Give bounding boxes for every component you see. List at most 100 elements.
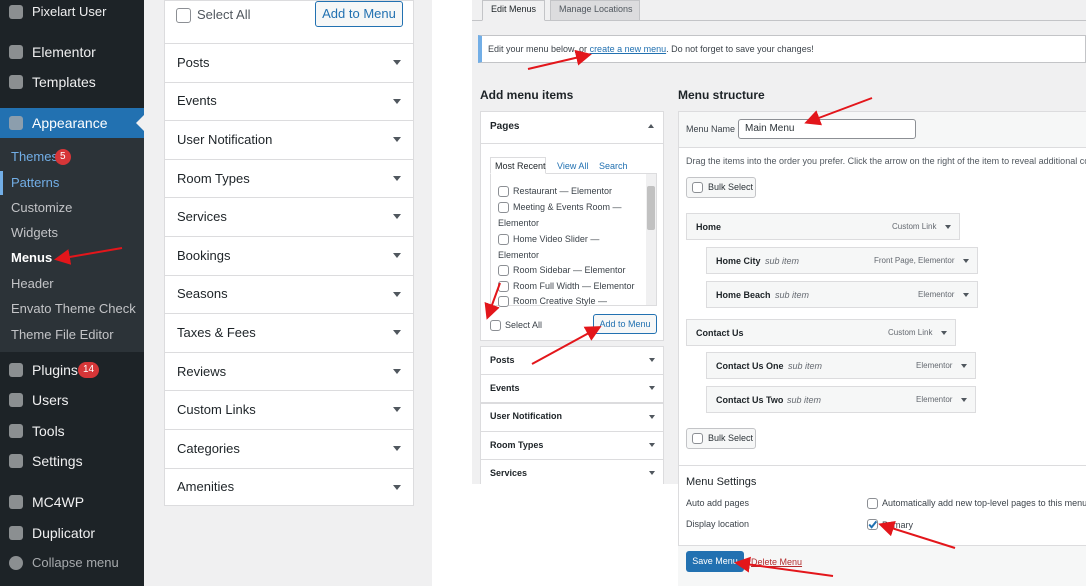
menu-icon xyxy=(9,495,23,509)
nav-tab[interactable] xyxy=(550,0,640,21)
submenu-item[interactable]: Theme File Editor xyxy=(11,327,114,343)
tab-panel xyxy=(490,173,657,306)
scrollbar-thumb xyxy=(647,186,655,230)
sidebar-item[interactable]: Tools xyxy=(32,422,65,439)
nav-tab-label: Manage Locations xyxy=(559,3,633,14)
accordion-section[interactable] xyxy=(164,274,414,314)
add-to-menu-button[interactable]: Add to Menu xyxy=(593,314,657,334)
accordion-section[interactable] xyxy=(164,120,414,159)
bulk-select-button[interactable] xyxy=(686,177,756,198)
menu-icon xyxy=(9,45,23,59)
checkbox[interactable] xyxy=(692,182,703,193)
nav-tab[interactable] xyxy=(482,0,545,21)
menu-item-title: Contact Us Two xyxy=(716,394,784,405)
menu-item[interactable] xyxy=(686,319,956,346)
checkbox[interactable] xyxy=(498,202,509,213)
dropdown-arrow xyxy=(649,414,655,419)
checkbox[interactable] xyxy=(498,186,509,197)
collapse-menu[interactable]: Collapse menu xyxy=(32,555,119,571)
submenu-item[interactable]: Header xyxy=(11,276,54,292)
menu-icon xyxy=(9,393,23,407)
menu-icon xyxy=(9,75,23,89)
menu-icon xyxy=(9,526,23,540)
bulk-select-button[interactable] xyxy=(686,428,756,449)
sidebar-item[interactable]: Settings xyxy=(32,452,83,469)
section-title: Taxes & Fees xyxy=(177,324,256,340)
submenu-item[interactable]: Patterns xyxy=(11,175,60,191)
menu-item[interactable] xyxy=(706,247,978,274)
accordion-section[interactable] xyxy=(164,390,414,429)
notice-link[interactable]: create a new menu xyxy=(589,44,667,54)
accordion-section[interactable] xyxy=(164,236,414,275)
setting-label: Auto add pages xyxy=(686,497,750,508)
dropdown-arrow xyxy=(393,60,401,65)
dropdown-arrow xyxy=(649,442,655,447)
checkbox[interactable] xyxy=(176,8,191,23)
menu-icon xyxy=(9,5,23,19)
select-all[interactable]: Select All xyxy=(197,7,251,23)
accordion-section[interactable] xyxy=(164,351,414,391)
checkbox[interactable] xyxy=(490,320,501,331)
dropdown-arrow xyxy=(649,386,655,391)
menu-item[interactable] xyxy=(706,386,976,413)
notice-text: Edit your menu below, or xyxy=(488,44,590,54)
menu-item[interactable] xyxy=(706,281,978,308)
pages-tab[interactable]: Most Recent xyxy=(495,160,546,171)
pages-tab[interactable]: View All xyxy=(557,160,589,171)
delete-menu-link[interactable]: Delete Menu xyxy=(751,556,803,567)
dropdown-arrow xyxy=(393,484,401,490)
menu-item-title: Contact Us One xyxy=(716,360,784,371)
menu-item[interactable] xyxy=(706,352,976,379)
menu-name-label: Menu Name xyxy=(686,123,736,134)
checkbox[interactable] xyxy=(867,498,878,509)
section-title: Services xyxy=(490,467,528,478)
accordion-section[interactable] xyxy=(164,197,414,236)
submenu-item[interactable]: Customize xyxy=(11,200,73,216)
bulk-select-label: Bulk Select xyxy=(708,433,754,444)
accordion-section[interactable] xyxy=(480,459,664,489)
submenu-item[interactable]: Envato Theme Check xyxy=(11,301,136,317)
checkbox[interactable] xyxy=(692,433,703,444)
save-menu-button[interactable]: Save Menu xyxy=(686,551,744,572)
dropdown-arrow xyxy=(945,225,951,229)
dropdown-arrow xyxy=(941,331,947,335)
checkbox[interactable] xyxy=(498,265,509,276)
checkbox[interactable] xyxy=(867,519,878,530)
add-to-menu-button[interactable]: Add to Menu xyxy=(315,1,403,27)
setting-text: Automatically add new top-level pages to… xyxy=(882,497,1086,508)
section-heading: Add menu items xyxy=(480,87,574,102)
tab-line xyxy=(472,20,1086,21)
page-item: Restaurant — Elementor xyxy=(513,186,613,196)
sidebar-item[interactable]: Users xyxy=(32,391,69,408)
sidebar-item[interactable]: Plugins xyxy=(32,361,78,378)
sidebar-item[interactable]: MC4WP xyxy=(32,493,85,510)
menu-name-value: Main Menu xyxy=(745,123,795,134)
dropdown-arrow xyxy=(649,471,655,476)
sidebar-item[interactable]: Templates xyxy=(32,73,96,90)
dropdown-arrow xyxy=(393,446,401,451)
submenu-item[interactable]: Menus xyxy=(11,250,53,266)
accordion-section[interactable] xyxy=(164,43,414,82)
menu-icon xyxy=(9,454,23,468)
pages-tab[interactable]: Search xyxy=(599,160,628,171)
menu-item-sub: sub item xyxy=(788,360,823,371)
submenu-item[interactable]: Themes xyxy=(11,149,58,165)
sidebar-item-current[interactable]: Appearance xyxy=(32,114,108,131)
accordion-section[interactable] xyxy=(164,467,414,507)
accordion-section[interactable] xyxy=(480,430,664,460)
accordion-section[interactable] xyxy=(164,429,414,468)
select-all[interactable]: Select All xyxy=(505,319,543,330)
accordion-section[interactable] xyxy=(164,313,414,352)
user-name: Pixelart User xyxy=(32,4,107,20)
submenu-item[interactable]: Widgets xyxy=(11,225,58,241)
section-title: Room Types xyxy=(490,439,544,450)
menu-item[interactable] xyxy=(686,213,960,240)
accordion-section[interactable] xyxy=(164,158,414,198)
checkbox[interactable] xyxy=(498,234,509,245)
instructions: Drag the items into the order you prefer… xyxy=(686,155,1086,166)
accordion-section[interactable] xyxy=(164,81,414,121)
sidebar-item[interactable]: Duplicator xyxy=(32,524,96,541)
section-title: Events xyxy=(177,93,217,109)
sidebar-item[interactable]: Elementor xyxy=(32,43,96,60)
page-item: Room Creative Style — xyxy=(513,296,608,306)
